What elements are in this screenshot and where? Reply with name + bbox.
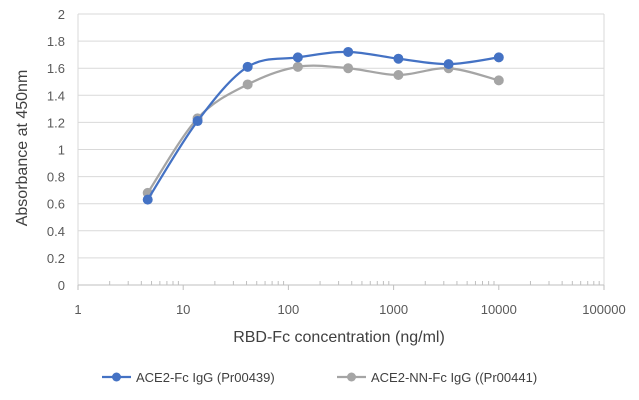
y-axis-title: Absorbance at 450nm bbox=[14, 70, 31, 227]
x-tick-label: 10000 bbox=[481, 302, 517, 317]
series-2-point bbox=[493, 75, 504, 86]
x-tick-label: 100 bbox=[278, 302, 300, 317]
label-layer: 0 0.2 0.4 0.6 0.8 1 1.2 1.4 1.6 1.8 2 1 10 100 1000 100… bbox=[47, 7, 626, 317]
series-1-point bbox=[292, 52, 303, 63]
grid-layer bbox=[77, 13, 605, 286]
series-2 bbox=[142, 61, 504, 198]
y-tick-label: 1.4 bbox=[47, 88, 65, 103]
y-tick-label: 0.4 bbox=[47, 224, 65, 239]
series-1 bbox=[142, 46, 504, 205]
series-layer bbox=[142, 46, 504, 205]
series-1-point bbox=[142, 194, 153, 205]
legend-marker-1 bbox=[112, 372, 121, 382]
x-axis-title: RBD-Fc concentration (ng/ml) bbox=[233, 329, 445, 346]
series-2-point bbox=[393, 69, 404, 80]
y-tick-label: 1.2 bbox=[47, 115, 65, 130]
x-tick-label: 1 bbox=[74, 302, 81, 317]
series-2-point bbox=[292, 61, 303, 72]
series-1-point bbox=[443, 59, 454, 70]
legend-marker-2 bbox=[347, 372, 356, 382]
series-2-point bbox=[343, 63, 354, 74]
series-1-point bbox=[393, 53, 404, 64]
y-tick-label: 0.8 bbox=[47, 170, 65, 185]
series-1-point bbox=[343, 46, 354, 57]
series-1-point bbox=[242, 61, 253, 72]
axis-layer bbox=[77, 281, 605, 290]
x-tick-label: 10 bbox=[176, 302, 190, 317]
series-1-point bbox=[192, 116, 203, 127]
y-tick-label: 0 bbox=[58, 278, 65, 293]
legend-label-2: ACE2-NN-Fc IgG ((Pr00441) bbox=[371, 370, 537, 385]
y-tick-label: 1.8 bbox=[47, 34, 65, 49]
legend-label-1: ACE2-Fc IgG (Pr00439) bbox=[136, 370, 275, 385]
y-tick-label: 0.6 bbox=[47, 197, 65, 212]
y-tick-label: 0.2 bbox=[47, 251, 65, 266]
legend: ACE2-Fc IgG (Pr00439) ACE2-NN-Fc IgG ((Pr… bbox=[102, 370, 537, 385]
series-1-point bbox=[493, 52, 504, 63]
x-tick-label: 100000 bbox=[582, 302, 625, 317]
legend-item-1: ACE2-Fc IgG (Pr00439) bbox=[102, 370, 275, 385]
y-tick-label: 2 bbox=[58, 7, 65, 22]
y-tick-label: 1 bbox=[58, 143, 65, 158]
legend-item-2: ACE2-NN-Fc IgG ((Pr00441) bbox=[337, 370, 537, 385]
series-1-line bbox=[146, 50, 500, 201]
y-tick-label: 1.6 bbox=[47, 61, 65, 76]
x-tick-label: 1000 bbox=[379, 302, 408, 317]
series-2-line bbox=[146, 64, 500, 194]
series-2-point bbox=[242, 79, 253, 90]
